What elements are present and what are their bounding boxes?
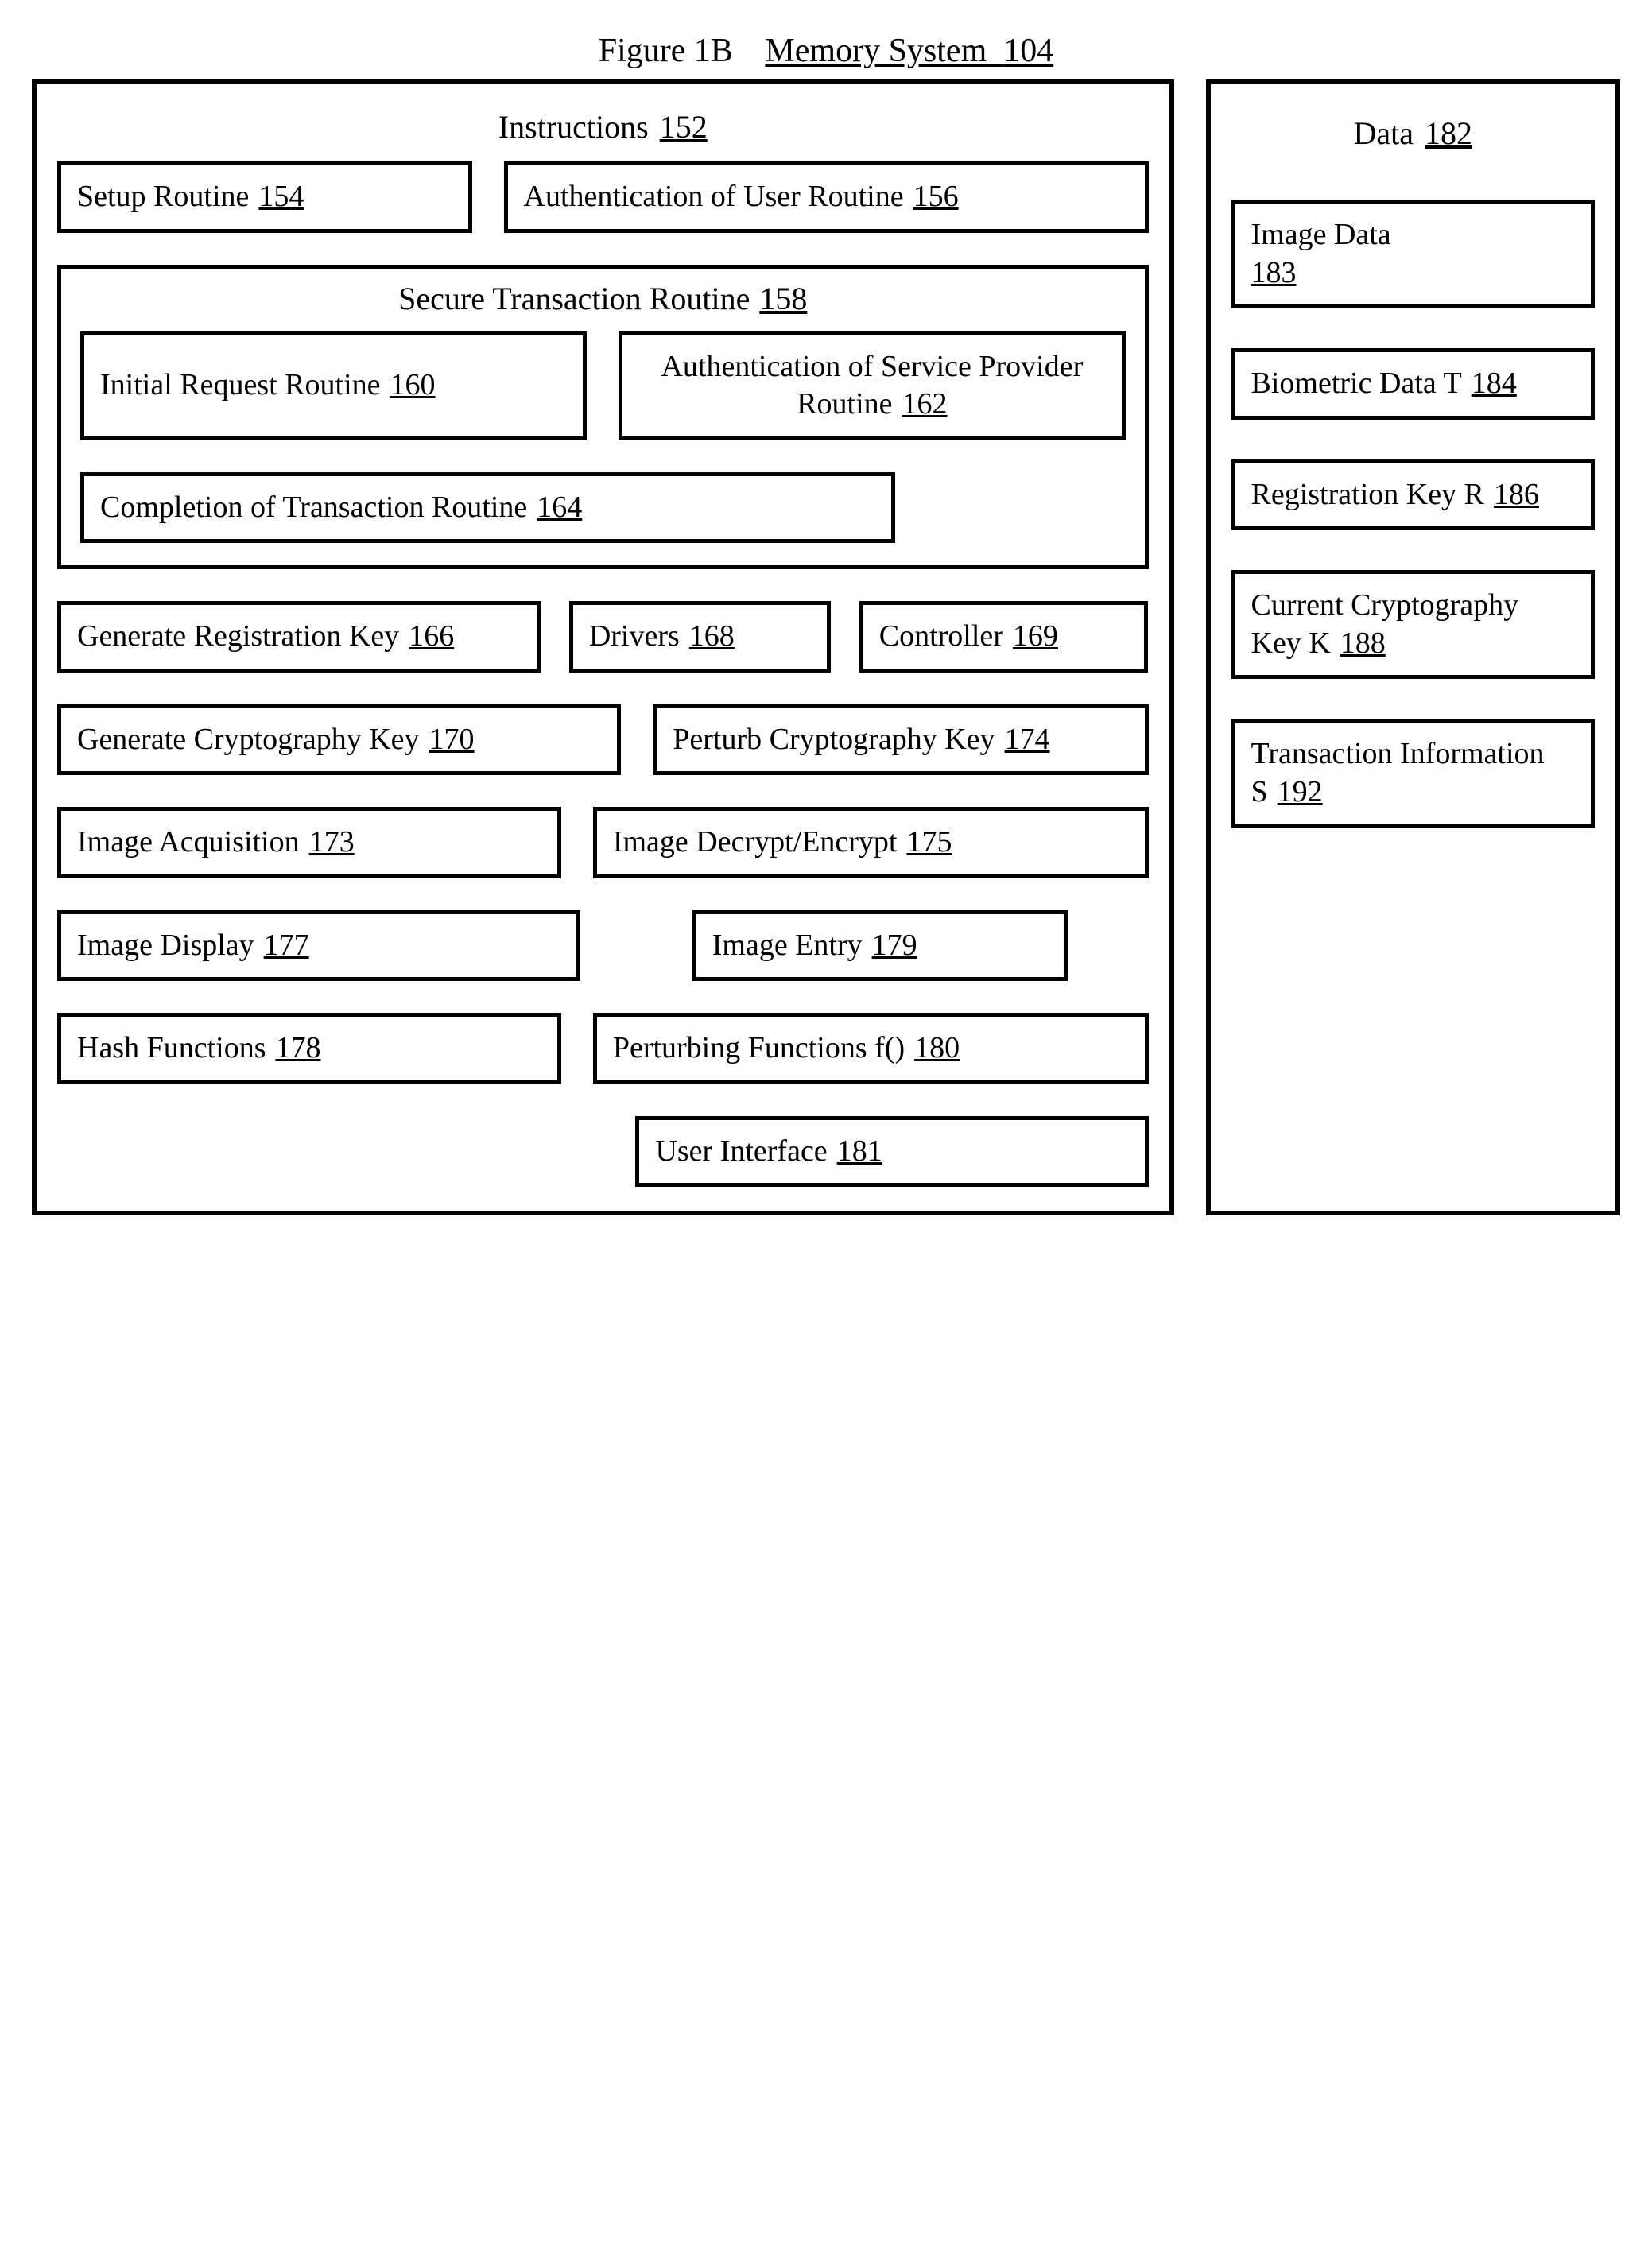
box-image-decrypt-encrypt: Image Decrypt/Encrypt175 [593, 807, 1149, 878]
box-auth-service-provider: Authentication of Service Provider Routi… [619, 331, 1125, 440]
row-gencrypto-perturb: Generate Cryptography Key170 Perturb Cry… [57, 704, 1149, 776]
box-controller: Controller169 [859, 601, 1149, 673]
box-registration-key: Registration Key R186 [1231, 459, 1596, 531]
row-setup-auth: Setup Routine154 Authentication of User … [57, 161, 1149, 233]
figure-title: Figure 1B Memory System 104 [32, 32, 1620, 70]
row-imgacq-imgdec: Image Acquisition173 Image Decrypt/Encry… [57, 807, 1149, 878]
box-image-display: Image Display177 [57, 910, 580, 982]
figure-label: Figure 1B [599, 33, 733, 69]
data-header: Data182 [1231, 114, 1596, 152]
box-initial-request: Initial Request Routine160 [80, 331, 587, 440]
row-hash-perturbfn: Hash Functions178 Perturbing Functions f… [57, 1013, 1149, 1084]
row-genreg-drivers-controller: Generate Registration Key166 Drivers168 … [57, 601, 1149, 673]
secure-transaction-title: Secure Transaction Routine158 [80, 280, 1126, 317]
page-layout: Instructions152 Setup Routine154 Authent… [32, 79, 1620, 1215]
box-auth-user-routine: Authentication of User Routine156 [504, 161, 1149, 233]
box-transaction-info: Transaction Information S192 [1231, 719, 1596, 828]
box-biometric-data: Biometric Data T184 [1231, 348, 1596, 420]
box-generate-registration-key: Generate Registration Key166 [57, 601, 541, 673]
box-image-acquisition: Image Acquisition173 [57, 807, 561, 878]
box-image-entry: Image Entry179 [692, 910, 1068, 982]
box-secure-transaction: Secure Transaction Routine158 Initial Re… [57, 265, 1149, 570]
instructions-panel: Instructions152 Setup Routine154 Authent… [32, 79, 1174, 1215]
row-secure-inner: Initial Request Routine160 Authenticatio… [80, 331, 1126, 440]
box-generate-cryptography-key: Generate Cryptography Key170 [57, 704, 621, 776]
box-hash-functions: Hash Functions178 [57, 1013, 561, 1084]
box-completion-transaction: Completion of Transaction Routine164 [80, 472, 895, 544]
memory-system-label: Memory System 104 [765, 33, 1053, 69]
box-drivers: Drivers168 [569, 601, 831, 673]
box-perturbing-functions: Perturbing Functions f()180 [593, 1013, 1149, 1084]
data-panel: Data182 Image Data183 Biometric Data T18… [1206, 79, 1621, 1215]
box-setup-routine: Setup Routine154 [57, 161, 472, 233]
box-user-interface: User Interface181 [635, 1116, 1148, 1188]
instructions-header: Instructions152 [57, 108, 1149, 145]
row-imgdisp-imgentry: Image Display177 Image Entry179 [57, 910, 1149, 982]
box-perturb-cryptography-key: Perturb Cryptography Key174 [653, 704, 1148, 776]
box-image-data: Image Data183 [1231, 200, 1596, 308]
box-current-crypto-key: Current Cryptography Key K188 [1231, 570, 1596, 679]
